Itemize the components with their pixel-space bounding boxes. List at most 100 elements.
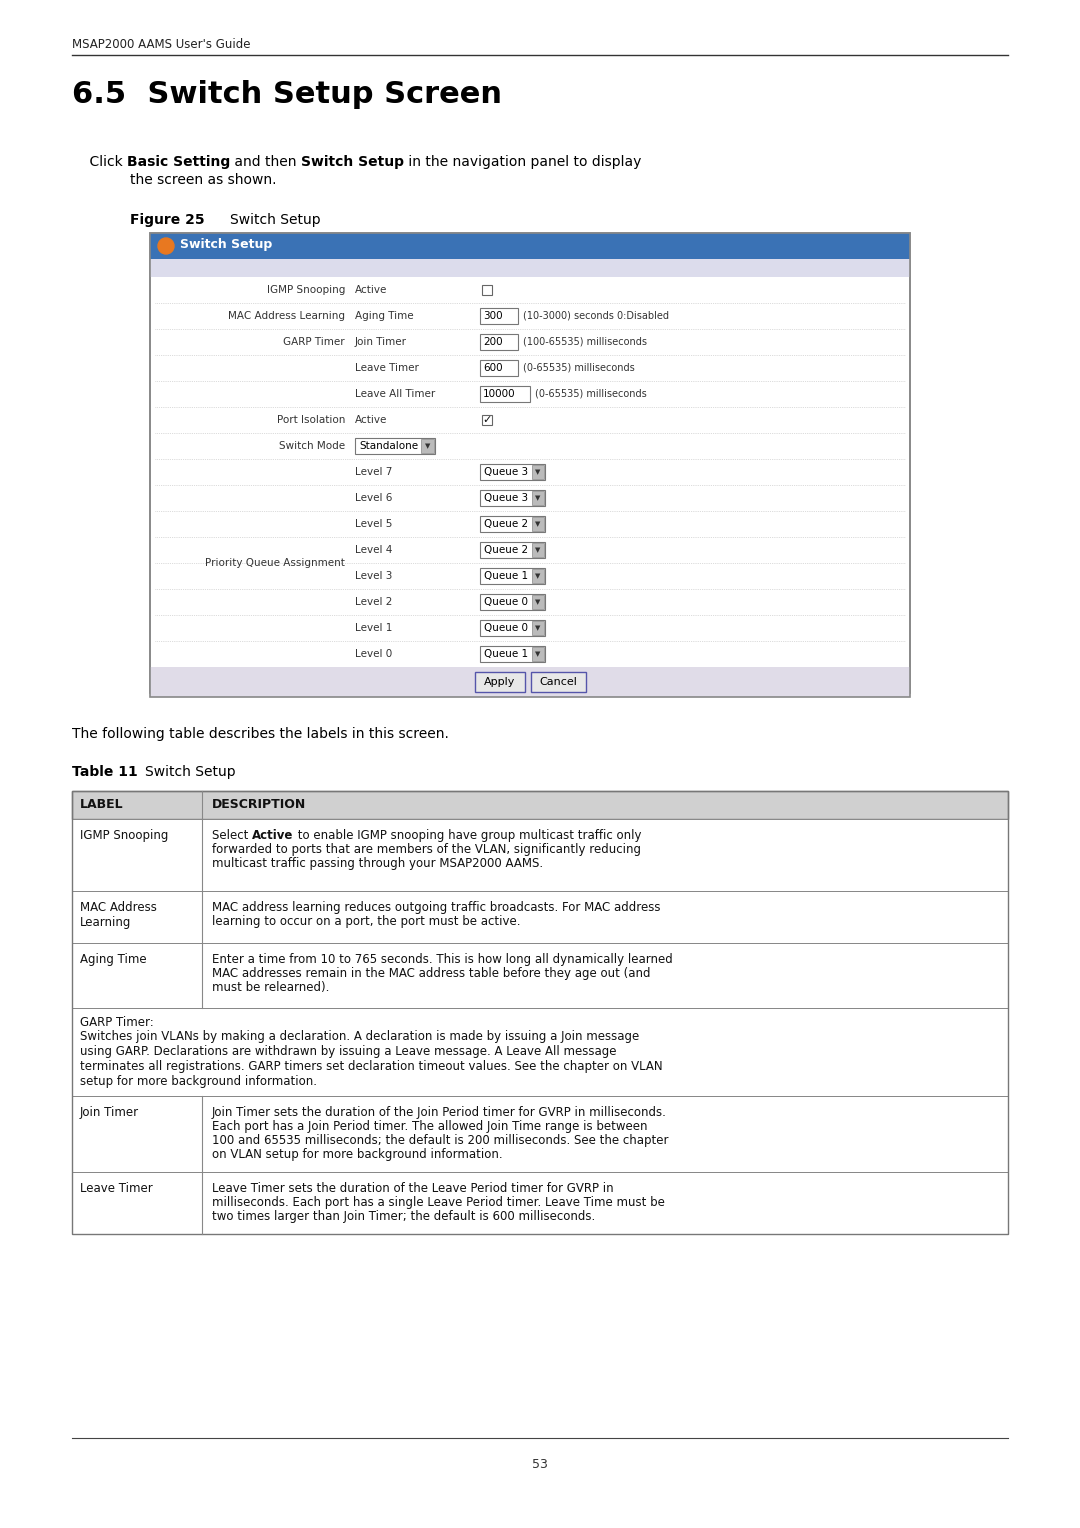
Text: Table 11: Table 11 bbox=[72, 766, 138, 779]
Bar bbox=[480, 646, 545, 662]
Text: Basic Setting: Basic Setting bbox=[127, 154, 230, 170]
Bar bbox=[532, 542, 544, 558]
Text: DESCRIPTION: DESCRIPTION bbox=[212, 799, 307, 811]
Text: Join Timer: Join Timer bbox=[80, 1106, 139, 1118]
Bar bbox=[150, 232, 910, 694]
Text: ▼: ▼ bbox=[536, 599, 541, 605]
Text: Port Isolation: Port Isolation bbox=[276, 416, 345, 425]
Bar bbox=[480, 387, 530, 402]
Text: Level 4: Level 4 bbox=[355, 545, 392, 555]
Text: Leave Timer: Leave Timer bbox=[80, 1183, 152, 1195]
Text: Queue 3: Queue 3 bbox=[484, 494, 528, 503]
Bar bbox=[532, 465, 544, 478]
Text: 100 and 65535 milliseconds; the default is 200 milliseconds. See the chapter: 100 and 65535 milliseconds; the default … bbox=[212, 1134, 669, 1148]
Bar bbox=[480, 568, 545, 584]
Text: (100-65535) milliseconds: (100-65535) milliseconds bbox=[523, 338, 647, 347]
Text: ▼: ▼ bbox=[536, 521, 541, 527]
Text: Queue 2: Queue 2 bbox=[484, 545, 528, 555]
Text: Switch Setup: Switch Setup bbox=[301, 154, 404, 170]
Text: Leave Timer: Leave Timer bbox=[355, 364, 419, 373]
Bar bbox=[480, 594, 545, 610]
Text: to enable IGMP snooping have group multicast traffic only: to enable IGMP snooping have group multi… bbox=[294, 830, 642, 842]
Bar bbox=[532, 646, 544, 662]
Text: Level 6: Level 6 bbox=[355, 494, 392, 503]
Bar bbox=[530, 672, 585, 692]
Text: The following table describes the labels in this screen.: The following table describes the labels… bbox=[72, 727, 449, 741]
Text: Leave Timer sets the duration of the Leave Period timer for GVRP in: Leave Timer sets the duration of the Lea… bbox=[212, 1183, 613, 1195]
Bar bbox=[532, 490, 544, 504]
Text: 6.5  Switch Setup Screen: 6.5 Switch Setup Screen bbox=[72, 79, 502, 108]
Text: Each port has a Join Period timer. The allowed Join Time range is between: Each port has a Join Period timer. The a… bbox=[212, 1120, 648, 1132]
Text: Priority Queue Assignment: Priority Queue Assignment bbox=[205, 558, 345, 568]
Bar bbox=[480, 335, 518, 350]
Bar bbox=[72, 1008, 1008, 1096]
Bar bbox=[532, 568, 544, 584]
Text: Switches join VLANs by making a declaration. A declaration is made by issuing a : Switches join VLANs by making a declarat… bbox=[80, 1030, 663, 1088]
Circle shape bbox=[158, 238, 174, 254]
Text: 300: 300 bbox=[483, 312, 502, 321]
Bar bbox=[72, 792, 1008, 819]
Text: Active: Active bbox=[355, 286, 388, 295]
Bar bbox=[532, 594, 544, 610]
Bar bbox=[72, 891, 1008, 943]
Text: MAC Address
Learning: MAC Address Learning bbox=[80, 902, 157, 929]
Text: Switch Mode: Switch Mode bbox=[279, 442, 345, 451]
Bar bbox=[421, 439, 434, 452]
Text: LABEL: LABEL bbox=[80, 799, 123, 811]
Bar bbox=[72, 819, 1008, 891]
Text: Aging Time: Aging Time bbox=[80, 953, 147, 966]
Text: Click: Click bbox=[72, 154, 127, 170]
Bar bbox=[480, 490, 545, 506]
Text: Join Timer: Join Timer bbox=[355, 338, 407, 347]
Text: Level 0: Level 0 bbox=[355, 649, 392, 659]
Text: ✓: ✓ bbox=[483, 416, 491, 425]
Text: 200: 200 bbox=[483, 338, 502, 347]
Text: on VLAN setup for more background information.: on VLAN setup for more background inform… bbox=[212, 1148, 502, 1161]
Text: ▼: ▼ bbox=[536, 651, 541, 657]
Text: Select: Select bbox=[212, 830, 252, 842]
Text: Cancel: Cancel bbox=[539, 677, 577, 688]
Text: Active: Active bbox=[252, 830, 294, 842]
Text: MAC address learning reduces outgoing traffic broadcasts. For MAC address: MAC address learning reduces outgoing tr… bbox=[212, 902, 661, 914]
Text: Switch Setup: Switch Setup bbox=[145, 766, 235, 779]
Text: Enter a time from 10 to 765 seconds. This is how long all dynamically learned: Enter a time from 10 to 765 seconds. Thi… bbox=[212, 953, 673, 966]
Bar bbox=[150, 260, 910, 277]
Bar bbox=[482, 416, 492, 425]
Text: Join Timer sets the duration of the Join Period timer for GVRP in milliseconds.: Join Timer sets the duration of the Join… bbox=[212, 1106, 666, 1118]
Text: multicast traffic passing through your MSAP2000 AAMS.: multicast traffic passing through your M… bbox=[212, 857, 543, 869]
Bar bbox=[72, 792, 1008, 1235]
Text: learning to occur on a port, the port must be active.: learning to occur on a port, the port mu… bbox=[212, 915, 521, 927]
Text: 53: 53 bbox=[532, 1458, 548, 1471]
Text: Queue 2: Queue 2 bbox=[484, 520, 528, 529]
Text: Queue 1: Queue 1 bbox=[484, 571, 528, 581]
Text: MSAP2000 AAMS User's Guide: MSAP2000 AAMS User's Guide bbox=[72, 38, 251, 50]
Text: GARP Timer: GARP Timer bbox=[283, 338, 345, 347]
Bar bbox=[480, 516, 545, 532]
Text: MAC Address Learning: MAC Address Learning bbox=[228, 312, 345, 321]
Text: ▼: ▼ bbox=[536, 469, 541, 475]
Text: in the navigation panel to display: in the navigation panel to display bbox=[404, 154, 642, 170]
Text: Switch Setup: Switch Setup bbox=[180, 238, 272, 251]
Text: (0-65535) milliseconds: (0-65535) milliseconds bbox=[535, 390, 647, 399]
Text: Apply: Apply bbox=[484, 677, 515, 688]
Text: Standalone: Standalone bbox=[359, 442, 418, 451]
Text: Queue 0: Queue 0 bbox=[484, 597, 528, 607]
Text: Leave All Timer: Leave All Timer bbox=[355, 390, 435, 399]
Bar bbox=[355, 439, 435, 454]
Bar bbox=[480, 309, 518, 324]
Bar bbox=[480, 620, 545, 636]
Text: must be relearned).: must be relearned). bbox=[212, 981, 329, 995]
Text: Switch Setup: Switch Setup bbox=[230, 212, 321, 228]
Bar bbox=[480, 465, 545, 480]
Text: Queue 3: Queue 3 bbox=[484, 468, 528, 477]
Text: milliseconds. Each port has a single Leave Period timer. Leave Time must be: milliseconds. Each port has a single Lea… bbox=[212, 1196, 665, 1209]
Text: Level 2: Level 2 bbox=[355, 597, 392, 607]
Text: Level 1: Level 1 bbox=[355, 623, 392, 633]
Text: ▼: ▼ bbox=[536, 573, 541, 579]
Text: MAC addresses remain in the MAC address table before they age out (and: MAC addresses remain in the MAC address … bbox=[212, 967, 650, 979]
Text: forwarded to ports that are members of the VLAN, significantly reducing: forwarded to ports that are members of t… bbox=[212, 843, 642, 856]
Bar bbox=[474, 672, 525, 692]
Text: ▼: ▼ bbox=[536, 495, 541, 501]
Text: and then: and then bbox=[230, 154, 301, 170]
Text: two times larger than Join Timer; the default is 600 milliseconds.: two times larger than Join Timer; the de… bbox=[212, 1210, 595, 1222]
